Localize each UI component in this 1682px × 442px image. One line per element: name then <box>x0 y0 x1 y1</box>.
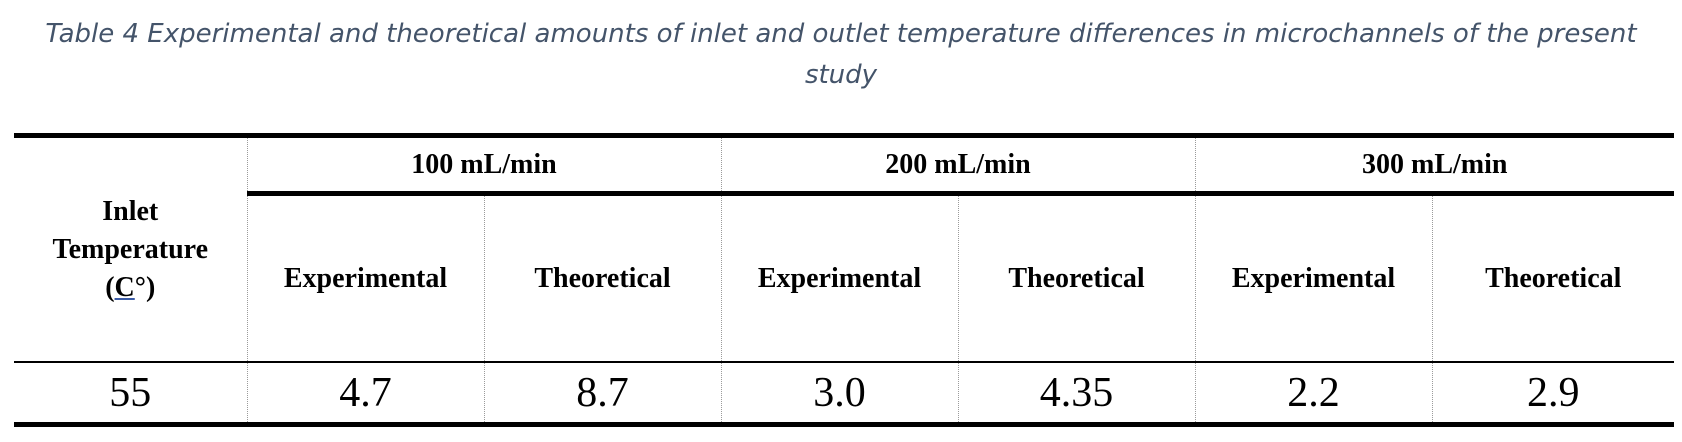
inlet-temperature-header: Inlet Temperature (C°) <box>14 133 248 363</box>
caption-line-2: study <box>804 60 878 90</box>
group-header-200: 200 mL/min <box>720 133 1196 196</box>
subheader-experimental-300: Experimental <box>1194 193 1433 363</box>
table-header-row-groups: Inlet Temperature (C°) 100 mL/min 200 mL… <box>14 133 1674 363</box>
cell-experimental-200: 3.0 <box>720 362 959 427</box>
cell-theoretical-300: 2.9 <box>1431 362 1674 427</box>
cell-experimental-300: 2.2 <box>1194 362 1433 427</box>
subheader-theoretical-300: Theoretical <box>1431 193 1674 363</box>
cell-experimental-100: 4.7 <box>246 362 485 427</box>
table-caption: Table 4 Experimental and theoretical amo… <box>0 14 1682 96</box>
group-header-100: 100 mL/min <box>246 133 722 196</box>
cell-inlet-temperature: 55 <box>14 362 248 427</box>
subheader-theoretical-100: Theoretical <box>483 193 722 363</box>
table-header-row-subheaders: Experimental Theoretical Experimental Th… <box>14 193 1674 363</box>
caption-line-1: Table 4 Experimental and theoretical amo… <box>45 19 1637 49</box>
inlet-header-unit-suffix: °) <box>134 271 156 303</box>
subheader-experimental-200: Experimental <box>720 193 959 363</box>
inlet-header-unit-letter: C <box>114 271 135 303</box>
subheader-theoretical-200: Theoretical <box>957 193 1196 363</box>
inlet-header-open-paren: ( <box>105 271 115 303</box>
table-row: 55 4.7 8.7 3.0 4.35 2.2 2.9 <box>14 362 1674 427</box>
subheader-experimental-100: Experimental <box>247 193 485 363</box>
inlet-header-line-2: Temperature <box>52 233 209 265</box>
inlet-header-line-1: Inlet <box>102 195 159 227</box>
inlet-header-unit: (C°) <box>14 269 247 307</box>
cell-theoretical-200: 4.35 <box>957 362 1196 427</box>
results-table: Inlet Temperature (C°) 100 mL/min 200 mL… <box>14 133 1674 427</box>
group-header-300: 300 mL/min <box>1194 133 1674 196</box>
cell-theoretical-100: 8.7 <box>483 362 722 427</box>
